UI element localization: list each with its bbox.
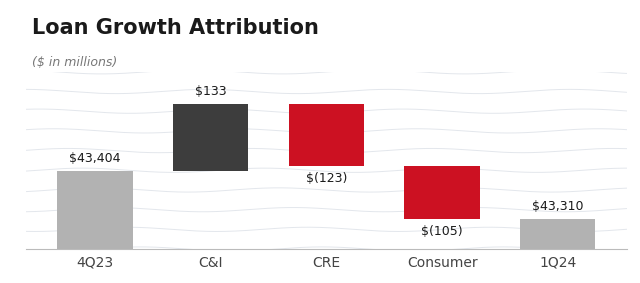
Text: $(105): $(105) <box>421 225 463 238</box>
Bar <box>289 104 364 166</box>
Bar <box>58 171 132 283</box>
Text: ($ in millions): ($ in millions) <box>31 56 117 69</box>
Text: $43,310: $43,310 <box>532 200 584 213</box>
Text: Loan Growth Attribution: Loan Growth Attribution <box>31 18 319 38</box>
Bar <box>404 166 480 219</box>
Text: $(123): $(123) <box>306 171 347 185</box>
Bar <box>520 219 595 283</box>
Bar <box>173 104 248 171</box>
Text: $43,404: $43,404 <box>69 153 121 166</box>
Text: $133: $133 <box>195 85 227 98</box>
